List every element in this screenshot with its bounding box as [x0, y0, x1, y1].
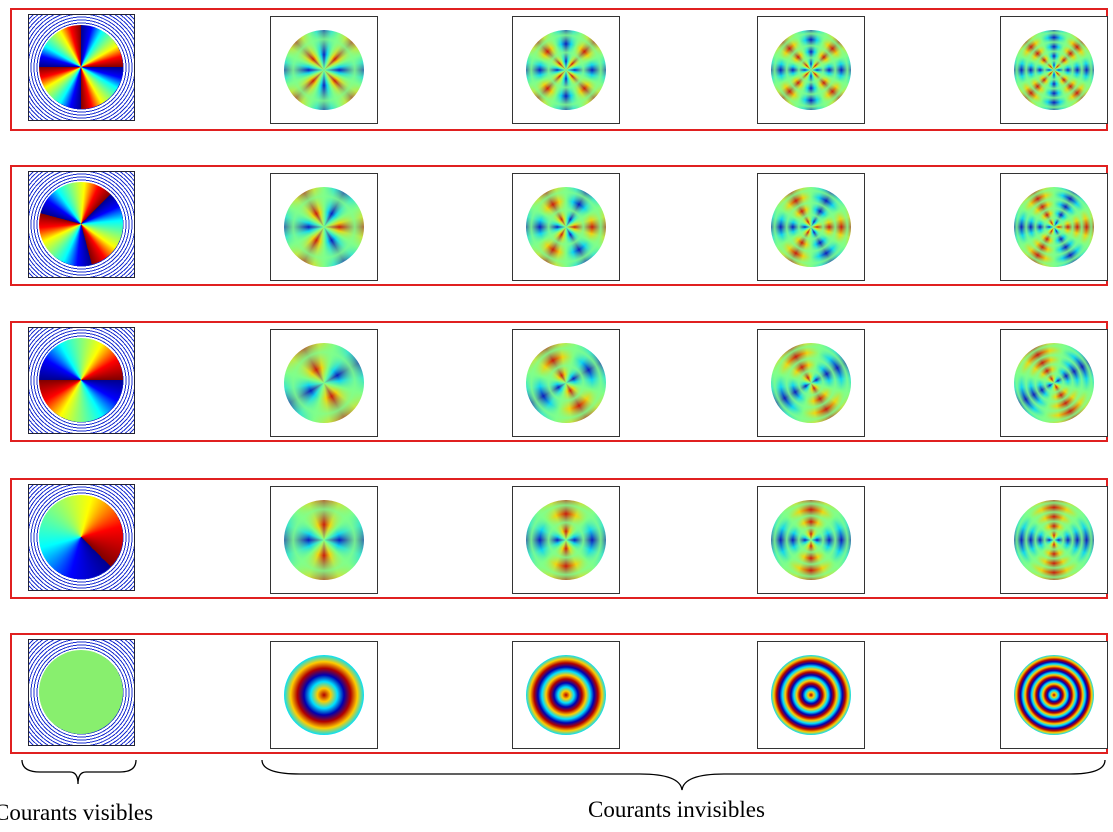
mode-disc: [771, 30, 851, 110]
mode-disc: [1014, 500, 1094, 580]
field-panel: [28, 171, 135, 278]
mode-panel: [512, 641, 620, 749]
phase-disc: [39, 25, 123, 109]
phase-disc: [39, 650, 123, 734]
mode-disc: [284, 187, 364, 267]
mode-panel: [512, 173, 620, 281]
mode-disc: [1014, 187, 1094, 267]
phase-disc: [39, 495, 123, 579]
mode-panel: [1000, 641, 1108, 749]
mode-disc: [1014, 655, 1094, 735]
mode-panel: [757, 486, 865, 594]
mode-panel: [512, 486, 620, 594]
mode-panel: [270, 173, 378, 281]
mode-panel: [757, 173, 865, 281]
label-invisible: Courants invisibles: [588, 797, 765, 822]
brace-invisible: [261, 759, 1106, 791]
mode-disc: [284, 30, 364, 110]
mode-panel: [757, 329, 865, 437]
mode-disc: [526, 343, 606, 423]
mode-panel: [270, 329, 378, 437]
brace-visible: [21, 759, 137, 785]
mode-disc: [526, 655, 606, 735]
field-panel: [28, 327, 135, 434]
mode-disc: [284, 500, 364, 580]
mode-panel: [512, 329, 620, 437]
mode-panel: [1000, 16, 1108, 124]
mode-disc: [1014, 343, 1094, 423]
mode-panel: [512, 16, 620, 124]
mode-disc: [771, 655, 851, 735]
mode-disc: [284, 343, 364, 423]
mode-panel: [270, 486, 378, 594]
mode-panel: [1000, 173, 1108, 281]
phase-disc: [39, 182, 123, 266]
mode-panel: [270, 16, 378, 124]
mode-panel: [1000, 329, 1108, 437]
phase-disc: [39, 338, 123, 422]
mode-panel: [1000, 486, 1108, 594]
field-panel: [28, 14, 135, 121]
mode-disc: [771, 187, 851, 267]
mode-disc: [1014, 30, 1094, 110]
mode-disc: [771, 500, 851, 580]
mode-disc: [284, 655, 364, 735]
label-visible: Courants visibles: [0, 800, 154, 825]
mode-disc: [526, 500, 606, 580]
mode-panel: [757, 641, 865, 749]
mode-disc: [526, 187, 606, 267]
mode-panel: [270, 641, 378, 749]
field-panel: [28, 484, 135, 591]
field-panel: [28, 639, 135, 746]
mode-panel: [757, 16, 865, 124]
mode-disc: [526, 30, 606, 110]
mode-disc: [771, 343, 851, 423]
